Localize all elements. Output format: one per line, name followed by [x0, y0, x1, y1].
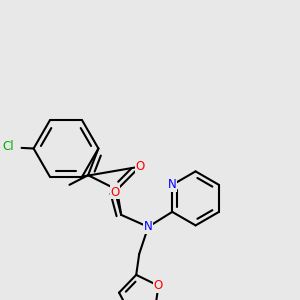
Text: O: O — [111, 186, 120, 199]
Text: O: O — [135, 160, 145, 173]
Text: N: N — [144, 220, 153, 233]
Text: N: N — [168, 178, 177, 191]
Text: O: O — [154, 279, 163, 292]
Text: Cl: Cl — [2, 140, 14, 154]
